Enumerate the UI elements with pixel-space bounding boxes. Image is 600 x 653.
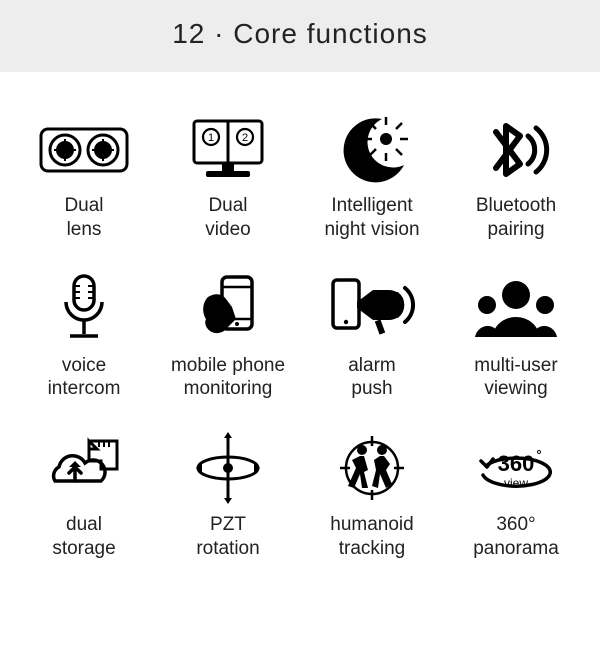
feature-label: Dual lens [64, 194, 103, 242]
feature-label: dual storage [52, 513, 115, 561]
alarm-push-icon [322, 270, 422, 350]
phone-monitor-icon [178, 270, 278, 350]
svg-text:1: 1 [208, 132, 214, 144]
features-grid: Dual lens 1 2 Dual video [0, 72, 600, 591]
dual-video-icon: 1 2 [178, 110, 278, 190]
humanoid-track-icon [322, 429, 422, 509]
feature-label: Dual video [205, 194, 250, 242]
feature-dual-lens: Dual lens [12, 102, 156, 262]
feature-label: humanoid tracking [330, 513, 413, 561]
microphone-icon [34, 270, 134, 350]
header: 12 · Core functions [0, 0, 600, 72]
feature-label: PZT rotation [196, 513, 259, 561]
bluetooth-icon [466, 110, 566, 190]
feature-dual-video: 1 2 Dual video [156, 102, 300, 262]
feature-night-vision: Intelligent night vision [300, 102, 444, 262]
feature-label: mobile phone monitoring [171, 354, 285, 402]
svg-text:360: 360 [498, 451, 535, 476]
feature-humanoid-tracking: humanoid tracking [300, 421, 444, 581]
dual-storage-icon [34, 429, 134, 509]
feature-phone-monitor: mobile phone monitoring [156, 262, 300, 422]
feature-label: voice intercom [48, 354, 121, 402]
svg-text:°: ° [536, 447, 541, 462]
feature-bluetooth: Bluetooth pairing [444, 102, 588, 262]
page-title: 12 · Core functions [0, 18, 600, 50]
feature-label: 360° panorama [473, 513, 559, 561]
feature-label: multi-user viewing [474, 354, 557, 402]
feature-label: alarm push [348, 354, 396, 402]
feature-dual-storage: dual storage [12, 421, 156, 581]
night-vision-icon [322, 110, 422, 190]
multi-user-icon [466, 270, 566, 350]
dual-lens-icon [34, 110, 134, 190]
pzt-rotation-icon [178, 429, 278, 509]
svg-text:view: view [504, 476, 528, 490]
panorama-360-icon: 360 ° view [466, 429, 566, 509]
feature-360-panorama: 360 ° view 360° panorama [444, 421, 588, 581]
feature-alarm-push: alarm push [300, 262, 444, 422]
feature-label: Bluetooth pairing [476, 194, 556, 242]
feature-pzt-rotation: PZT rotation [156, 421, 300, 581]
feature-multi-user: multi-user viewing [444, 262, 588, 422]
svg-text:2: 2 [242, 132, 248, 144]
feature-label: Intelligent night vision [324, 194, 419, 242]
feature-voice-intercom: voice intercom [12, 262, 156, 422]
